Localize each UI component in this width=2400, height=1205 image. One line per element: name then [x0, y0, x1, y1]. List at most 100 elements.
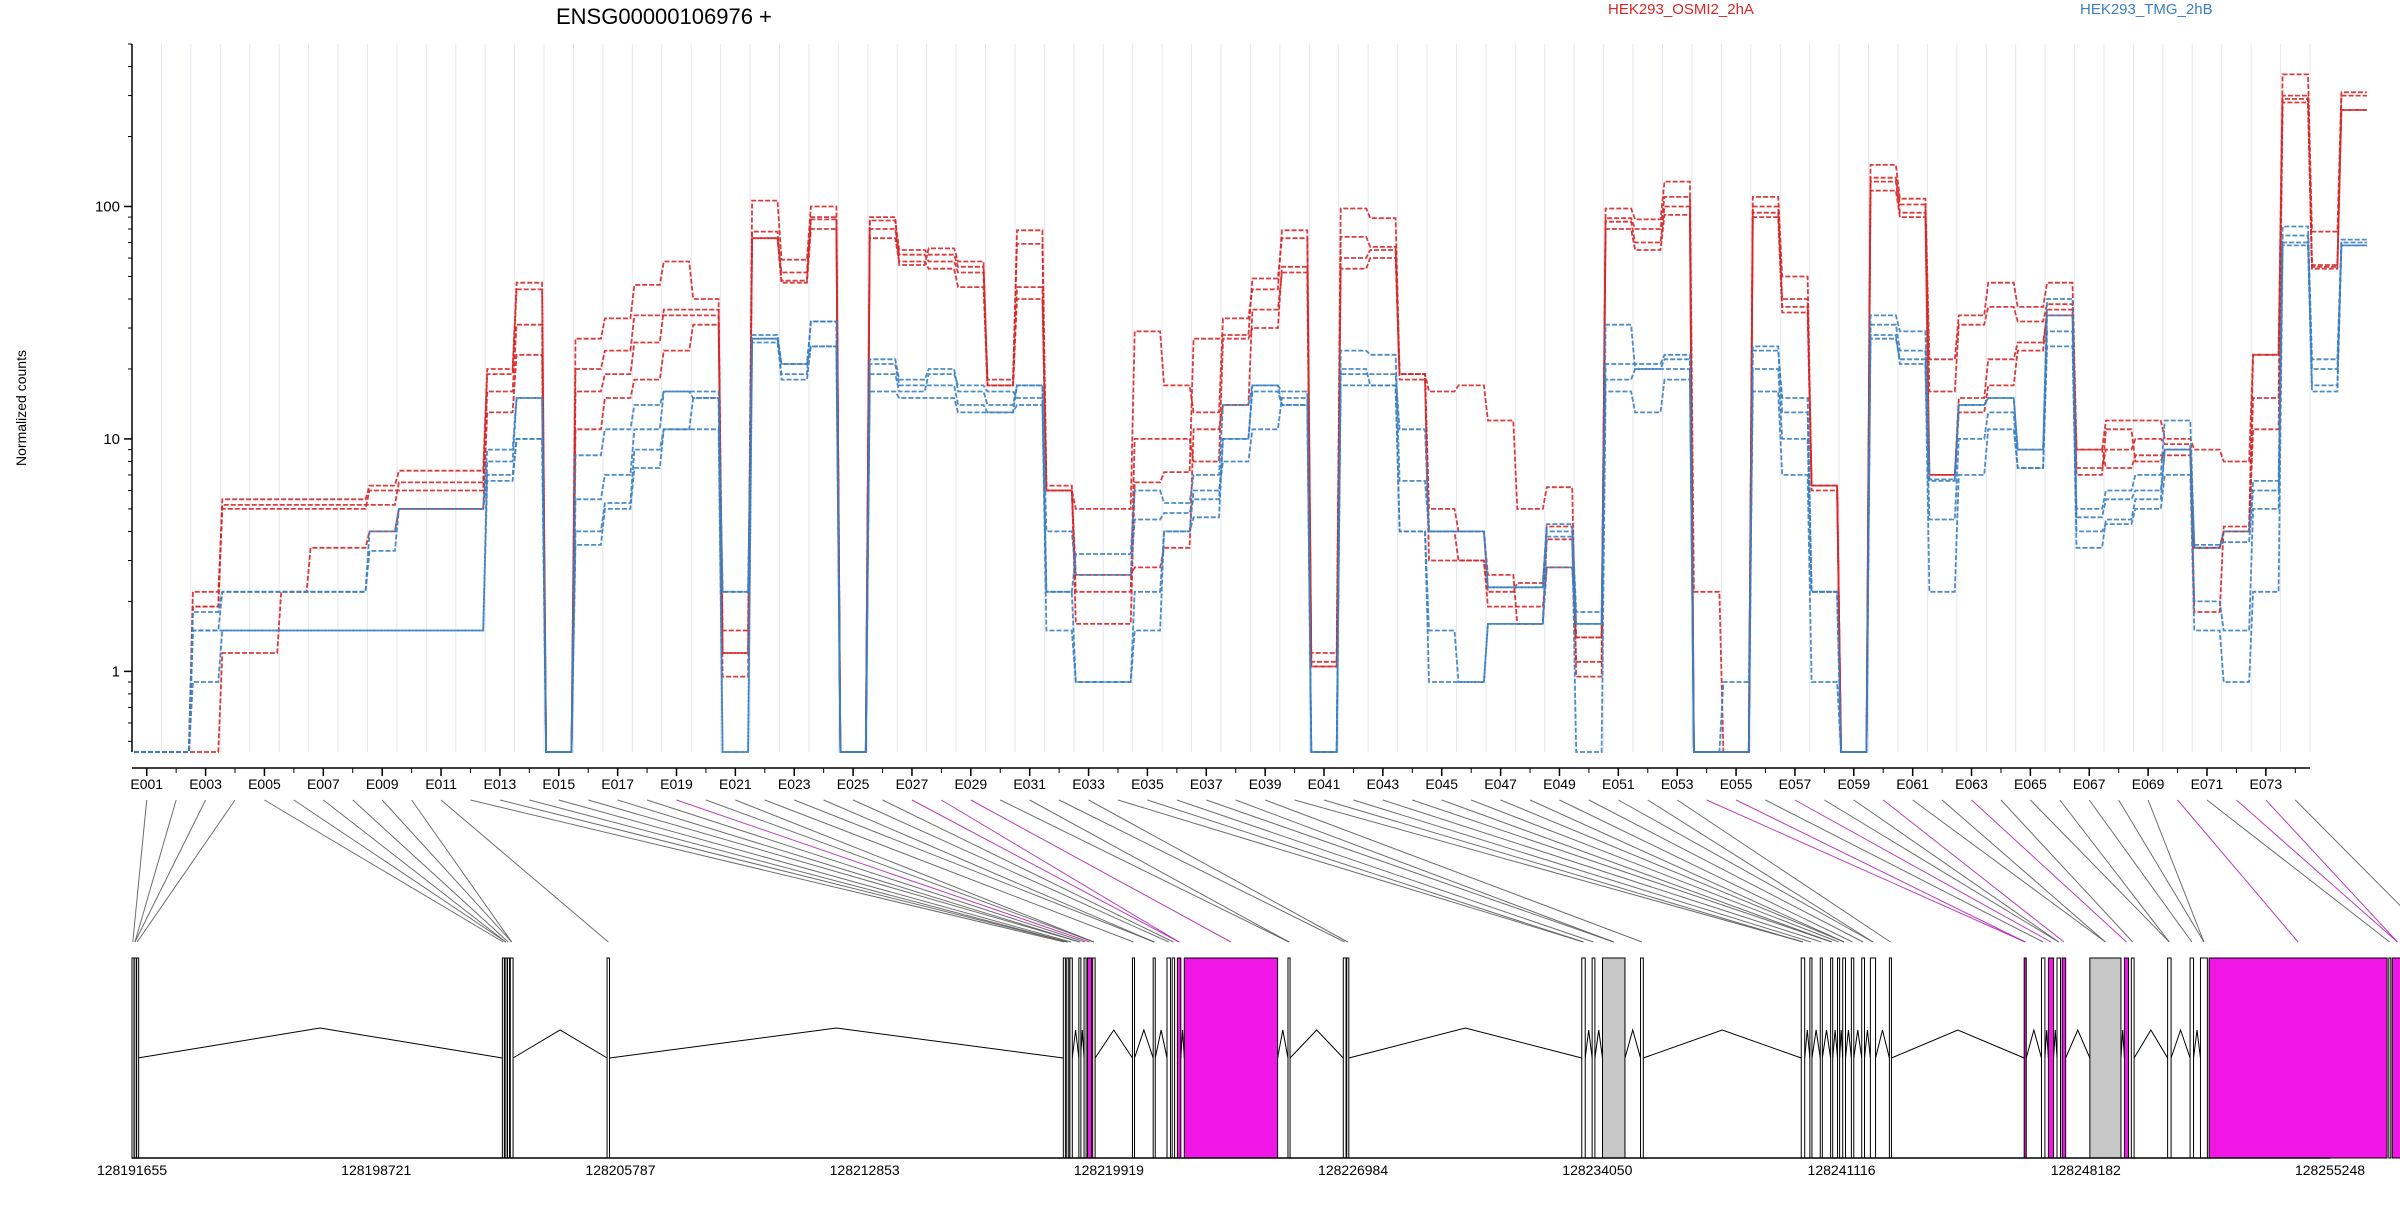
- intron-line: [1844, 1029, 1852, 1059]
- intron-line: [2044, 1029, 2049, 1059]
- x-tick-label: E073: [2249, 776, 2282, 792]
- x-tick-label: E071: [2191, 776, 2224, 792]
- exon-block: [1176, 957, 1182, 1159]
- exon-block: [504, 957, 508, 1159]
- connector-line: [941, 799, 1180, 943]
- connector-line: [1294, 799, 1804, 943]
- x-tick-label: E065: [2014, 776, 2047, 792]
- connector-line: [617, 799, 1080, 943]
- connector-line: [1824, 799, 2060, 943]
- intron-line: [1071, 1029, 1080, 1059]
- exon-block: [2056, 957, 2061, 1159]
- exon-block: [1183, 957, 1279, 1159]
- connector-line: [2118, 799, 2205, 943]
- connector-line: [1559, 799, 1853, 943]
- x-tick-label: E003: [189, 776, 222, 792]
- connector-line: [1941, 799, 2106, 943]
- connector-line: [1058, 799, 1345, 943]
- exon-block: [1171, 957, 1176, 1159]
- connector-line: [1676, 799, 1891, 943]
- connector-line: [882, 799, 1174, 943]
- genome-tick-label: 128212853: [830, 1162, 900, 1178]
- connector-line: [588, 799, 1080, 943]
- exon-block: [1830, 957, 1834, 1159]
- connector-line: [2030, 799, 2170, 943]
- x-tick-label: E033: [1072, 776, 1105, 792]
- connector-line: [134, 799, 207, 943]
- exon-connector-lines: [132, 799, 2400, 943]
- intron-line: [1154, 1029, 1168, 1059]
- y-axis-label: Normalized counts: [13, 350, 29, 466]
- connector-line: [411, 799, 513, 943]
- exon-block: [1069, 957, 1073, 1159]
- intron-line: [609, 1027, 1064, 1059]
- intron-line: [1839, 1029, 1844, 1059]
- connector-line: [1412, 799, 1832, 943]
- exon-block: [1078, 957, 1082, 1159]
- intron-line: [2193, 1029, 2201, 1059]
- exon-block: [1842, 957, 1846, 1159]
- x-tick-label: E019: [660, 776, 693, 792]
- x-tick-label: E021: [719, 776, 752, 792]
- connector-line: [1470, 799, 1839, 943]
- x-tick-label: E055: [1720, 776, 1753, 792]
- x-tick-label: E053: [1661, 776, 1694, 792]
- connector-line: [1500, 799, 1845, 943]
- x-tick-label: E001: [130, 776, 163, 792]
- connector-line: [1323, 799, 1804, 943]
- exon-block: [2123, 957, 2130, 1159]
- connector-line: [134, 799, 177, 943]
- exon-block: [1640, 957, 1644, 1159]
- exon-block: [131, 957, 135, 1159]
- exon-block: [1346, 957, 1350, 1159]
- exon-block: [606, 957, 610, 1159]
- connector-line: [1647, 799, 1874, 943]
- x-tick-label: E027: [896, 776, 929, 792]
- connector-line: [1853, 799, 2060, 943]
- exon-block: [509, 957, 514, 1159]
- connector-line: [2088, 799, 2193, 943]
- exon-block: [1087, 957, 1093, 1159]
- connector-line: [735, 799, 1095, 943]
- exon-block: [1342, 957, 1347, 1159]
- series-line: [134, 244, 2367, 753]
- genome-tick-label: 128219919: [1074, 1162, 1144, 1178]
- exon-block: [1888, 957, 1892, 1159]
- connector-line: [132, 799, 148, 943]
- series-line: [134, 225, 2367, 753]
- exon-block: [1152, 957, 1156, 1159]
- connector-line: [1529, 799, 1845, 943]
- exon-block: [2388, 957, 2392, 1159]
- intron-line: [1289, 1029, 1344, 1059]
- exon-block: [2167, 957, 2172, 1159]
- x-tick-label: E047: [1484, 776, 1517, 792]
- exon-block: [1819, 957, 1823, 1159]
- series-line: [134, 241, 2367, 753]
- x-tick-label: E011: [425, 776, 457, 792]
- intron-line: [2053, 1029, 2058, 1059]
- connector-line: [852, 799, 1169, 943]
- connector-line: [1353, 799, 1812, 943]
- x-tick-label: E063: [1955, 776, 1988, 792]
- connector-line: [323, 799, 507, 943]
- x-tick-label: E049: [1543, 776, 1576, 792]
- genome-tick-label: 128205787: [585, 1162, 655, 1178]
- connector-line: [1912, 799, 2106, 943]
- intron-line: [1624, 1028, 1642, 1059]
- connector-line: [1735, 799, 2026, 943]
- genome-tick-label: 128198721: [341, 1162, 411, 1178]
- series-line: [134, 98, 2367, 753]
- connector-line: [1088, 799, 1349, 943]
- connector-line: [2177, 799, 2299, 943]
- connector-line: [794, 799, 1155, 943]
- intron-line: [1277, 1029, 1289, 1059]
- x-tick-label: E007: [307, 776, 340, 792]
- intron-line: [1348, 1027, 1582, 1059]
- connector-line: [1176, 799, 1594, 943]
- exon-block: [136, 957, 140, 1159]
- intron-line: [1180, 1029, 1185, 1059]
- connector-line: [1206, 799, 1614, 943]
- series-lines: [134, 73, 2367, 753]
